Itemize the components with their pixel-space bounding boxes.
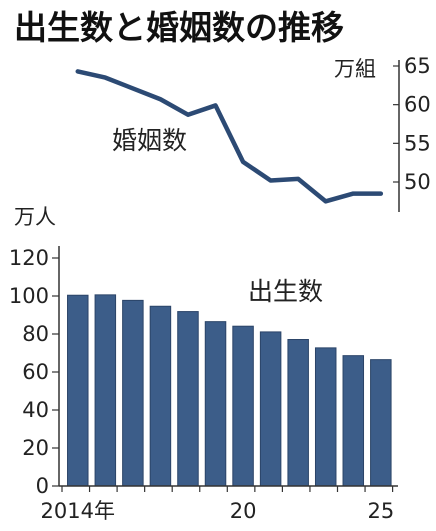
marriage-point: [270, 179, 272, 181]
marriage-y-tick-label: 60: [404, 93, 431, 117]
births-bar: [122, 299, 144, 487]
births-y-tick-label: 20: [22, 436, 49, 460]
births-y-tick-label: 100: [9, 284, 49, 308]
births-x-tick-label: 20: [230, 499, 257, 523]
births-bar: [342, 355, 365, 487]
marriage-line-series: [75, 69, 384, 204]
births-y-tick-label: 40: [22, 398, 49, 422]
births-y-tick-label: 80: [22, 322, 49, 346]
births-bar: [177, 311, 199, 487]
marriage-line: [75, 69, 384, 204]
births-unit-label: 万人: [14, 205, 56, 229]
births-bar: [370, 359, 392, 487]
marriage-point: [352, 193, 354, 195]
marriage-point: [380, 193, 382, 195]
births-bar: [232, 325, 254, 487]
marriage-point: [297, 178, 299, 180]
chart-title: 出生数と婚姻数の推移: [14, 8, 344, 47]
births-x-ticks: 2014年 20 25: [41, 486, 394, 523]
marriage-point: [187, 114, 189, 116]
births-x-tick-label: 25: [367, 499, 394, 523]
marriage-y-tick-label: 55: [404, 131, 431, 155]
marriage-point: [242, 161, 244, 163]
births-bar: [149, 305, 172, 487]
marriage-line-panel: 万組 婚姻数 65 60 55 50: [75, 54, 431, 212]
marriage-point: [104, 77, 106, 79]
births-y-tick-label: 60: [22, 360, 49, 384]
births-bar: [94, 294, 117, 487]
marriage-point: [77, 70, 79, 72]
births-bar: [287, 339, 309, 487]
marriage-point: [215, 104, 217, 106]
marriage-unit-label: 万組: [334, 57, 376, 81]
births-bar-series: [67, 294, 392, 487]
marriage-point: [132, 87, 134, 89]
births-bar: [67, 294, 89, 487]
births-x-tick-label: 2014年: [41, 499, 115, 523]
births-y-ticks: 120 100 80 60 40 20 0: [9, 246, 59, 498]
marriage-series-label: 婚姻数: [112, 126, 187, 155]
births-y-tick-label: 0: [36, 474, 49, 498]
births-series-label: 出生数: [248, 277, 323, 306]
marriage-y-tick-label: 65: [404, 54, 431, 78]
births-bar-panel: 万人 出生数 120 100 80 60 40 20 0 2014年 20 25: [9, 205, 398, 523]
births-y-tick-label: 120: [9, 246, 49, 270]
births-bar: [314, 347, 337, 487]
marriage-point: [159, 98, 161, 100]
births-bar: [259, 331, 282, 487]
marriage-y-ticks: 65 60 55 50: [393, 54, 431, 194]
births-bar: [204, 321, 227, 487]
marriage-y-tick-label: 50: [404, 170, 431, 194]
marriage-point: [325, 200, 327, 202]
